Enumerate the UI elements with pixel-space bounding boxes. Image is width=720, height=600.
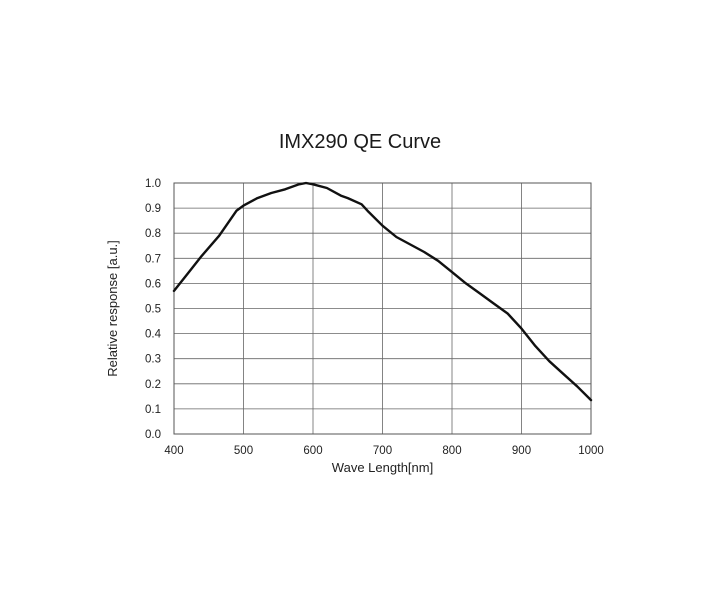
x-tick-label: 600 (303, 445, 322, 457)
qe-curve-line (172, 181, 593, 402)
tick-labels: 400 500 600 700 800 900 1000 0.0 0.1 0.2 0.3 0.4 0.5… (145, 178, 604, 457)
y-axis-label: Relative response [a.u.] (105, 240, 120, 377)
x-axis-label: Wave Length[nm] (332, 460, 433, 475)
y-tick-label: 1.0 (145, 178, 161, 190)
y-tick-label: 0.4 (145, 329, 162, 341)
y-tick-label: 0.2 (145, 379, 161, 391)
y-tick-label: 0.6 (145, 278, 161, 290)
y-tick-label: 0.0 (145, 429, 161, 441)
y-tick-label: 0.8 (145, 228, 161, 240)
x-tick-label: 700 (373, 445, 392, 457)
x-tick-label: 900 (512, 445, 531, 457)
x-tick-label: 800 (442, 445, 461, 457)
y-tick-label: 0.7 (145, 253, 161, 265)
y-tick-label: 0.3 (145, 354, 161, 366)
grid-lines (173, 182, 592, 435)
x-tick-label: 500 (234, 445, 253, 457)
plot-frame (173, 182, 592, 435)
x-tick-label: 1000 (578, 445, 604, 457)
x-tick-label: 400 (164, 445, 183, 457)
chart-title: IMX290 QE Curve (278, 131, 442, 153)
y-tick-label: 0.5 (145, 304, 161, 316)
y-tick-label: 0.9 (145, 203, 161, 215)
y-tick-label: 0.1 (145, 404, 161, 416)
series-layer (172, 181, 593, 402)
